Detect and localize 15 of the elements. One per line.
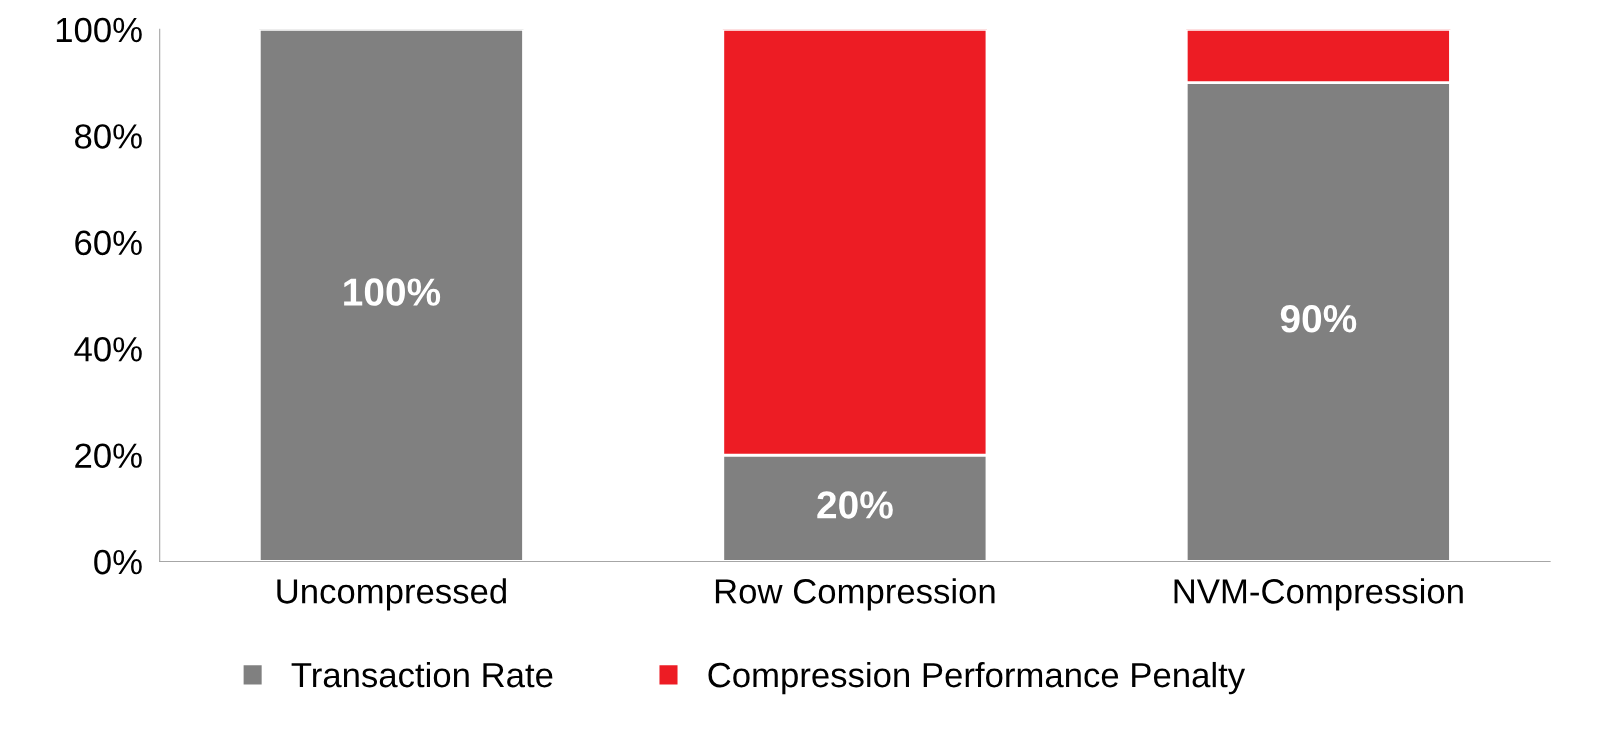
y-tick-label: 60% [75,230,142,256]
y-tick-label: 20% [75,443,142,468]
y-tick-label: 80% [75,124,142,149]
y-tick-label: 0% [94,549,142,575]
data-label: 90% [1280,304,1357,333]
y-tick-label: 100% [56,17,142,43]
x-tick-label: Row Compression [715,578,995,611]
legend-label: Transaction Rate [291,661,553,688]
y-tick-label: 40% [74,336,142,362]
data-label: 20% [817,491,893,519]
legend-label: Compression Performance Penalty [708,661,1246,695]
bar [257,29,525,562]
data-label: 100% [344,278,441,306]
x-tick-label: NVM-Compression [1174,578,1463,611]
x-tick-label: Uncompressed [277,578,506,611]
